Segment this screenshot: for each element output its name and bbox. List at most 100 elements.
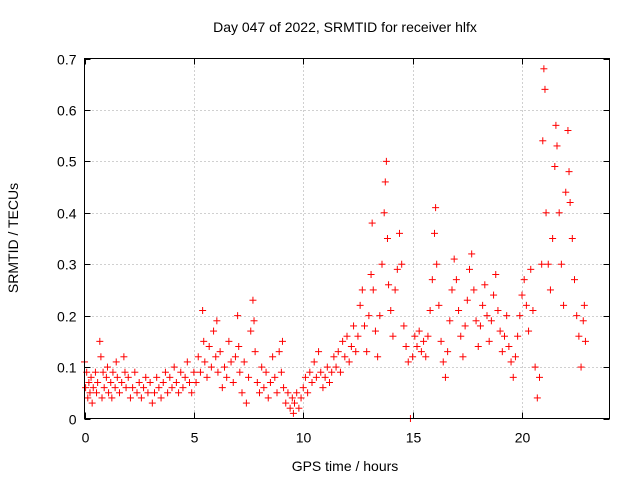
data-point xyxy=(225,337,233,345)
data-point xyxy=(396,229,403,237)
data-point xyxy=(214,368,222,376)
y-tick-label: 0.5 xyxy=(57,154,77,170)
data-point xyxy=(310,358,318,366)
data-point xyxy=(580,301,588,309)
data-point xyxy=(326,379,333,386)
data-point xyxy=(483,312,491,320)
data-point xyxy=(457,332,465,340)
data-point xyxy=(122,384,130,392)
data-point xyxy=(118,379,126,386)
data-point xyxy=(201,358,209,366)
data-point xyxy=(312,373,320,381)
data-point xyxy=(229,379,237,386)
data-point xyxy=(247,327,255,335)
data-point xyxy=(260,384,268,392)
data-point xyxy=(108,394,116,402)
data-point xyxy=(371,327,379,335)
data-point xyxy=(98,394,106,402)
data-point xyxy=(323,363,331,371)
data-point xyxy=(479,301,487,309)
data-point xyxy=(529,307,537,314)
data-point xyxy=(540,65,548,73)
data-point xyxy=(350,322,358,330)
y-tick-label: 0.3 xyxy=(57,257,77,273)
data-point xyxy=(164,389,172,397)
data-point xyxy=(341,353,349,361)
data-point xyxy=(332,363,340,371)
data-point xyxy=(551,163,559,170)
data-point xyxy=(100,384,108,392)
plot-frame xyxy=(84,58,610,419)
data-point xyxy=(413,343,421,350)
data-point xyxy=(361,322,368,330)
data-point xyxy=(522,301,530,309)
data-point xyxy=(383,235,391,242)
data-point xyxy=(284,389,292,397)
data-point xyxy=(146,379,154,386)
data-point xyxy=(105,389,113,397)
data-point xyxy=(389,332,397,340)
data-point xyxy=(131,368,139,376)
data-point xyxy=(250,317,258,325)
data-point xyxy=(86,389,94,397)
data-point xyxy=(566,199,574,206)
data-point xyxy=(400,322,408,330)
data-point xyxy=(514,332,522,340)
data-point xyxy=(577,363,585,371)
data-point xyxy=(330,353,338,361)
data-point xyxy=(280,384,288,392)
data-point xyxy=(564,127,572,134)
data-point xyxy=(347,343,355,350)
data-point xyxy=(549,235,557,242)
data-point xyxy=(461,322,469,330)
data-point xyxy=(374,353,382,361)
data-point xyxy=(492,271,500,278)
data-point xyxy=(562,188,570,196)
data-point xyxy=(227,358,235,366)
x-tick-label: 15 xyxy=(406,430,422,446)
data-point xyxy=(271,373,279,381)
data-point xyxy=(339,337,347,345)
x-tick-label: 20 xyxy=(515,430,531,446)
data-point xyxy=(107,379,115,386)
data-point xyxy=(496,327,504,335)
data-point xyxy=(234,312,242,320)
data-point xyxy=(315,348,323,356)
data-point xyxy=(536,373,543,381)
data-point xyxy=(474,343,482,350)
data-point xyxy=(369,286,377,294)
data-point xyxy=(358,286,366,294)
data-point xyxy=(231,353,239,361)
data-point xyxy=(129,384,137,392)
data-point xyxy=(470,286,478,294)
data-point xyxy=(97,353,105,361)
data-point xyxy=(431,229,438,237)
data-point xyxy=(264,394,272,402)
data-point xyxy=(175,389,183,397)
y-tick-label: 0.4 xyxy=(57,206,77,222)
data-point xyxy=(466,265,473,273)
data-point xyxy=(507,358,515,366)
marks-layer xyxy=(81,65,589,422)
data-point xyxy=(354,332,362,340)
data-point xyxy=(221,363,228,371)
data-point xyxy=(172,379,180,386)
data-point xyxy=(321,373,329,381)
x-axis-title: GPS time / hours xyxy=(292,458,399,474)
data-point xyxy=(541,85,549,93)
data-point xyxy=(304,389,312,397)
data-point xyxy=(289,409,297,417)
data-point xyxy=(343,332,351,340)
data-point xyxy=(553,142,561,150)
y-axis-title: SRMTID / TECUs xyxy=(5,183,21,293)
data-point xyxy=(527,265,535,273)
data-point xyxy=(494,307,502,314)
data-point xyxy=(542,209,550,217)
data-point xyxy=(511,353,519,361)
y-tick-label: 0.1 xyxy=(57,360,77,376)
data-point xyxy=(249,296,257,304)
data-point xyxy=(575,332,583,340)
data-point xyxy=(428,276,436,284)
data-point xyxy=(89,384,97,392)
data-point xyxy=(568,235,576,242)
